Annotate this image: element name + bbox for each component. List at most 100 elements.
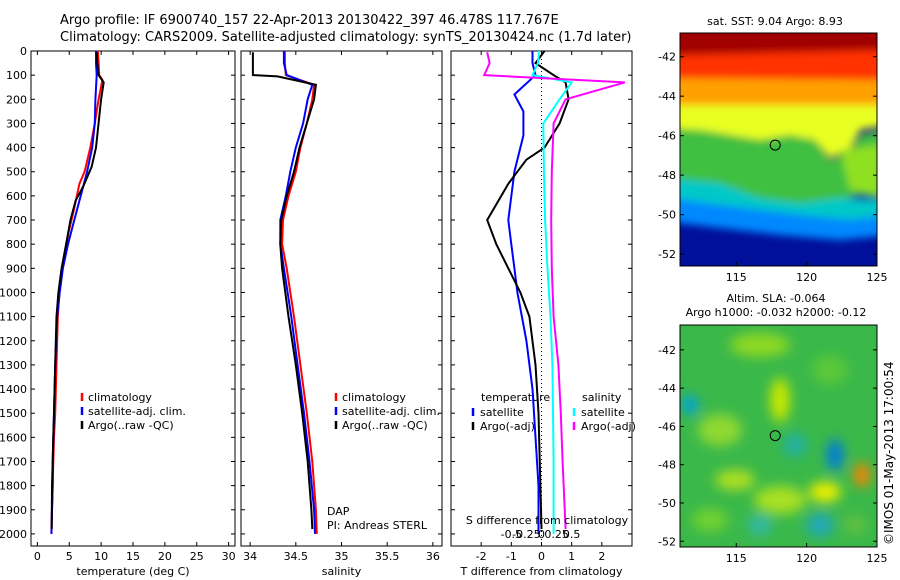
figure-title-line-2: Climatology: CARS2009. Satellite-adjuste… [60, 30, 632, 45]
diff-x2-tick-label: 0 [538, 528, 545, 541]
sla-map-field [680, 325, 877, 547]
diff-legend-label: Argo(-adj) [581, 420, 636, 433]
sla-map-lon-label: 120 [796, 552, 817, 565]
depth-tick-label: 500 [6, 166, 27, 179]
depth-tick-label: 600 [6, 190, 27, 203]
dap-label: DAP [327, 505, 350, 518]
depth-tick-label: 1200 [0, 335, 27, 348]
sal-series-argo-raw-qc- [251, 52, 318, 530]
sla-map-lat-label: -48 [658, 459, 676, 472]
diff-x-tick-label: 1 [568, 550, 575, 563]
sst-map-frame [679, 32, 878, 267]
depth-tick-label: 700 [6, 214, 27, 227]
diff-x2-axis-label: S difference from climatology [466, 514, 629, 527]
sla-map-lat-label: -46 [658, 420, 676, 433]
depth-tick-label: 1400 [0, 383, 27, 396]
diff-series-salinity-argo-adj- [482, 51, 626, 530]
temp-x-tick-label: 30 [222, 550, 236, 563]
sst-map-lon-label: 115 [726, 271, 747, 284]
sla-map-frame [679, 324, 878, 548]
sst-map-lat-label: -46 [658, 130, 676, 143]
diff-x2-tick-label: -0.25 [512, 528, 540, 541]
pi-label: PI: Andreas STERL [327, 519, 428, 532]
sla-map-lon-label: 125 [867, 552, 888, 565]
temp-x-axis-label: temperature (deg C) [76, 565, 189, 578]
temp-x-tick-label: 0 [34, 550, 41, 563]
depth-tick-label: 2000 [0, 528, 27, 541]
figure-title-line-1: Argo profile: IF 6900740_157 22-Apr-2013… [60, 13, 559, 28]
diff-legend-label: satellite [581, 406, 625, 419]
sst-map-profile-marker [769, 139, 781, 151]
temp-x-tick-label: 15 [126, 550, 140, 563]
diff-series-salinity-satellite [531, 51, 574, 534]
sst-map-lon-label: 120 [796, 271, 817, 284]
diff-series-temperature-satellite [507, 51, 540, 534]
diff-x2-tick-label: -0.5 [501, 528, 522, 541]
sal-x-tick-label: 34.5 [284, 550, 309, 563]
sla-map-lat-label: -50 [658, 497, 676, 510]
depth-tick-label: 1700 [0, 455, 27, 468]
temp-legend-label: Argo(..raw -QC) [88, 419, 174, 432]
temp-panel-frame [30, 50, 236, 547]
sla-map-profile-marker [769, 430, 781, 442]
temp-x-tick-label: 25 [190, 550, 204, 563]
depth-tick-label: 400 [6, 142, 27, 155]
sal-x-tick-label: 35 [335, 550, 349, 563]
diff-x2-tick-label: 0.5 [563, 528, 581, 541]
diff-x-tick-label: 0 [538, 550, 545, 563]
depth-tick-label: 900 [6, 262, 27, 275]
diff-legend-label: Argo(-adj) [480, 420, 535, 433]
depth-tick-label: 800 [6, 238, 27, 251]
sla-map-lat-label: -52 [658, 535, 676, 548]
diff-x-tick-label: -2 [476, 550, 487, 563]
depth-tick-label: 0 [20, 45, 27, 58]
sla-map-lat-label: -42 [658, 344, 676, 357]
depth-tick-label: 200 [6, 93, 27, 106]
depth-tick-label: 1600 [0, 431, 27, 444]
sst-map-lat-label: -50 [658, 209, 676, 222]
legend-title-salinity: salinity [582, 391, 622, 404]
diff-x-tick-label: -1 [506, 550, 517, 563]
sal-legend-label: climatology [342, 391, 406, 404]
sla-map-subtitle: Argo h1000: -0.032 h2000: -0.12 [686, 306, 867, 319]
diff-series-temperature-argo-adj- [486, 51, 570, 530]
sst-map-lon-label: 125 [867, 271, 888, 284]
sal-x-axis-label: salinity [322, 565, 362, 578]
sst-map-lat-label: -48 [658, 169, 676, 182]
diff-x-tick-label: 2 [598, 550, 605, 563]
temp-x-tick-label: 20 [158, 550, 172, 563]
sal-legend-label: satellite-adj. clim. [342, 405, 440, 418]
diff-legend-label: satellite [480, 406, 524, 419]
sal-legend-label: Argo(..raw -QC) [342, 419, 428, 432]
temp-x-tick-label: 5 [66, 550, 73, 563]
depth-tick-label: 300 [6, 117, 27, 130]
sst-map-title: sat. SST: 9.04 Argo: 8.93 [707, 15, 843, 28]
diff-x-axis-label: T difference from climatology [460, 565, 623, 578]
diff-x2-tick-label: 0.25 [544, 528, 569, 541]
depth-tick-label: 1500 [0, 407, 27, 420]
depth-tick-label: 100 [6, 69, 27, 82]
sla-map-lon-label: 115 [726, 552, 747, 565]
temp-legend-label: satellite-adj. clim. [88, 405, 186, 418]
sla-map-title: Altim. SLA: -0.064 [726, 292, 825, 305]
sal-x-tick-label: 36 [426, 550, 440, 563]
temp-legend-label: climatology [88, 391, 152, 404]
depth-tick-label: 1300 [0, 359, 27, 372]
sal-panel-frame [240, 50, 443, 547]
sst-map-lat-label: -42 [658, 51, 676, 64]
temp-x-tick-label: 10 [94, 550, 108, 563]
chart-marks: 0100200300400500600700800900100011001200… [0, 45, 888, 578]
depth-tick-label: 1100 [0, 311, 27, 324]
depth-tick-label: 1000 [0, 286, 27, 299]
sal-x-tick-label: 34 [243, 550, 257, 563]
temp-series-argo-raw-qc- [50, 52, 105, 530]
depth-tick-label: 1900 [0, 504, 27, 517]
sla-map-lat-label: -44 [658, 382, 676, 395]
depth-tick-label: 1800 [0, 480, 27, 493]
legend-title-temperature: temperature [481, 391, 550, 404]
sst-map-field [680, 33, 877, 266]
imos-timestamp: ©IMOS 01-May-2013 17:00:54 [882, 361, 896, 545]
sst-map-lat-label: -44 [658, 90, 676, 103]
sst-map-lat-label: -52 [658, 248, 676, 261]
